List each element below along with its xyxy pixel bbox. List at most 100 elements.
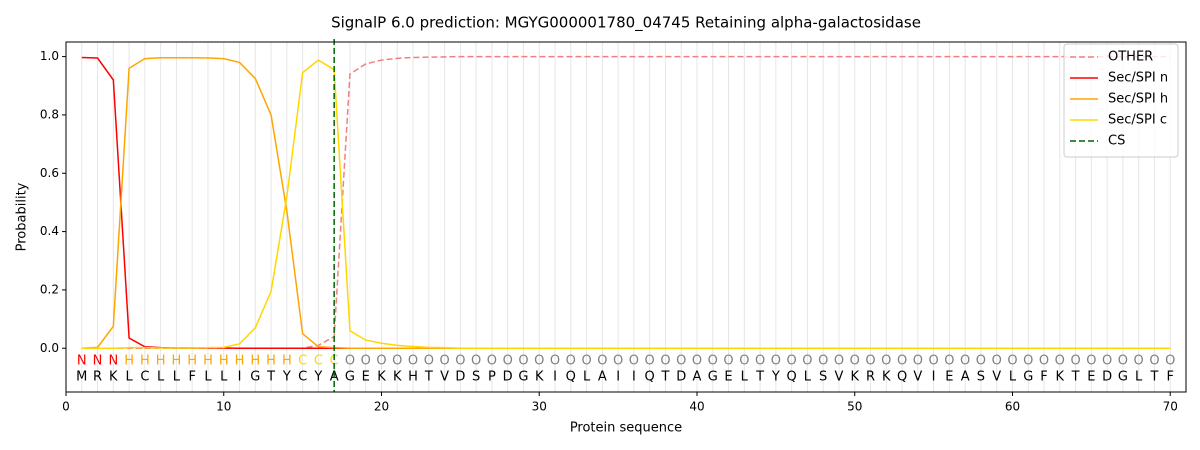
residue-label: S: [472, 370, 480, 385]
region-label: H: [203, 354, 213, 369]
residue-label: Y: [771, 370, 780, 385]
plot-frame: [65, 41, 1187, 393]
region-label: C: [298, 354, 307, 369]
region-label: O: [850, 354, 860, 369]
region-label: O: [613, 354, 623, 369]
residue-label: G: [708, 370, 718, 385]
residue-label: A: [961, 370, 970, 385]
residue-label: L: [173, 370, 181, 385]
region-label: H: [124, 354, 134, 369]
series-line: [81, 57, 1171, 349]
x-tick-label: 40: [689, 400, 704, 414]
region-label: O: [534, 354, 544, 369]
residue-label: L: [157, 370, 165, 385]
x-tick-label: 70: [1163, 400, 1178, 414]
region-label: O: [581, 354, 591, 369]
series-line: [81, 56, 1171, 349]
residue-label: H: [408, 370, 418, 385]
region-label: O: [881, 354, 891, 369]
residue-label: L: [125, 370, 133, 385]
region-label: O: [992, 354, 1002, 369]
region-label: O: [865, 354, 875, 369]
legend-label: CS: [1108, 134, 1125, 149]
region-label: O: [629, 354, 639, 369]
x-tick-label: 60: [1005, 400, 1020, 414]
region-label: H: [172, 354, 182, 369]
region-label: O: [723, 354, 733, 369]
residue-label: T: [755, 370, 764, 385]
residue-label: G: [1023, 370, 1033, 385]
residue-label: E: [724, 370, 732, 385]
region-label: H: [187, 354, 197, 369]
region-label: O: [834, 354, 844, 369]
residue-label: I: [616, 370, 620, 385]
residue-label: K: [393, 370, 402, 385]
residue-label: Q: [897, 370, 907, 385]
residue-label: D: [503, 370, 513, 385]
residue-label: K: [109, 370, 118, 385]
region-label: O: [1134, 354, 1144, 369]
residue-label: E: [362, 370, 370, 385]
residue-label: G: [345, 370, 355, 385]
residue-label: V: [440, 370, 449, 385]
residue-label: D: [676, 370, 686, 385]
residue-label: G: [250, 370, 260, 385]
residue-label: Y: [313, 370, 322, 385]
region-label: H: [282, 354, 292, 369]
residue-label: Q: [566, 370, 576, 385]
residue-label: K: [377, 370, 386, 385]
residue-label: R: [93, 370, 102, 385]
legend-label: OTHER: [1108, 50, 1153, 65]
residue-label: M: [76, 370, 87, 385]
region-label: O: [424, 354, 434, 369]
residue-label: C: [298, 370, 307, 385]
region-label: H: [250, 354, 260, 369]
y-tick-label: 0.6: [40, 166, 59, 180]
region-label: O: [566, 354, 576, 369]
region-label: O: [1165, 354, 1175, 369]
residue-label: F: [188, 370, 195, 385]
region-label: O: [1070, 354, 1080, 369]
y-tick-label: 1.0: [40, 49, 59, 63]
region-label: N: [93, 354, 103, 369]
y-tick-label: 0.4: [40, 224, 59, 238]
residue-label: F: [1040, 370, 1047, 385]
residue-label: L: [1135, 370, 1143, 385]
region-label: O: [376, 354, 386, 369]
region-label: O: [1149, 354, 1159, 369]
region-label: O: [503, 354, 513, 369]
residue-label: I: [932, 370, 936, 385]
y-tick-label: 0.0: [40, 341, 59, 355]
residue-label: S: [819, 370, 827, 385]
residue-label: Y: [282, 370, 291, 385]
residue-label: K: [850, 370, 859, 385]
residue-label: L: [220, 370, 228, 385]
residue-label: K: [882, 370, 891, 385]
region-label: O: [1039, 354, 1049, 369]
residue-label: D: [1102, 370, 1112, 385]
region-label: O: [487, 354, 497, 369]
region-label: O: [1118, 354, 1128, 369]
residue-label: A: [693, 370, 702, 385]
residue-label: R: [866, 370, 875, 385]
residue-label: C: [140, 370, 149, 385]
region-label: N: [77, 354, 87, 369]
region-label: O: [1102, 354, 1112, 369]
residue-label: K: [535, 370, 544, 385]
series-line: [81, 59, 1171, 349]
residue-label: K: [1056, 370, 1065, 385]
residue-label: A: [598, 370, 607, 385]
region-label: O: [960, 354, 970, 369]
region-label: O: [692, 354, 702, 369]
region-label: O: [897, 354, 907, 369]
residue-label: L: [204, 370, 212, 385]
region-label: O: [361, 354, 371, 369]
y-tick-label: 0.8: [40, 107, 59, 121]
residue-label: F: [1166, 370, 1173, 385]
residue-label: L: [741, 370, 749, 385]
region-label: O: [913, 354, 923, 369]
residue-label: Q: [645, 370, 655, 385]
region-label: O: [1023, 354, 1033, 369]
region-label: O: [739, 354, 749, 369]
region-label: H: [219, 354, 229, 369]
